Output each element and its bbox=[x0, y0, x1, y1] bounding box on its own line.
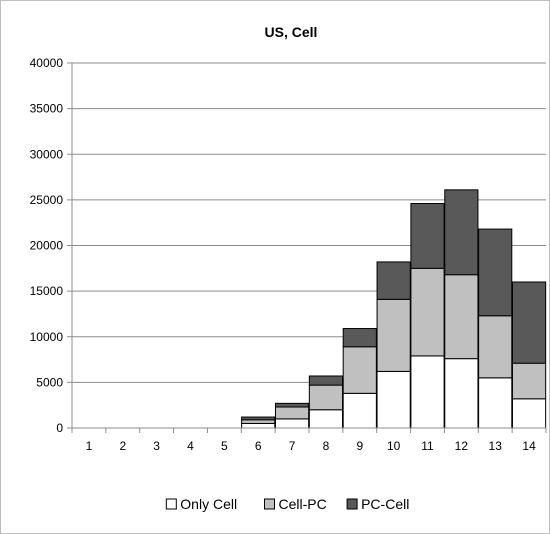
x-tick-label: 8 bbox=[323, 439, 330, 453]
bar-segment-only-cell bbox=[511, 398, 547, 429]
bar-segment-pc-cell bbox=[511, 281, 547, 364]
bar-segment-only-cell bbox=[444, 358, 479, 429]
bar-segment-pc-cell bbox=[410, 203, 445, 269]
bar-segment-cell-pc bbox=[376, 298, 411, 372]
x-tick-label: 10 bbox=[387, 439, 401, 453]
bar-segment-cell-pc bbox=[444, 274, 479, 360]
bar-segment-cell-pc bbox=[478, 315, 513, 379]
x-tick-label: 12 bbox=[455, 439, 469, 453]
y-tick-label: 35000 bbox=[30, 102, 64, 116]
bar-segment-only-cell bbox=[241, 422, 276, 429]
legend-swatch bbox=[165, 498, 177, 510]
y-tick-label: 10000 bbox=[30, 330, 64, 344]
x-tick-label: 3 bbox=[153, 439, 160, 453]
bar-segment-pc-cell bbox=[342, 328, 377, 348]
y-tick-label: 15000 bbox=[30, 284, 64, 298]
bar-segment-pc-cell bbox=[444, 189, 479, 276]
y-axis-ticks: 0 5000 10000 15000 20000 25000 30000 35000 40000 bbox=[30, 56, 72, 435]
bar-segment-pc-cell bbox=[478, 228, 513, 317]
bar-segment-only-cell bbox=[274, 418, 310, 429]
x-tick-label: 6 bbox=[255, 439, 262, 453]
gridlines bbox=[72, 62, 546, 383]
bar-segment-cell-pc bbox=[274, 406, 310, 420]
bar-segment-cell-pc bbox=[241, 419, 276, 424]
bar-segment-pc-cell bbox=[376, 261, 411, 300]
x-axis-ticks: 1 2 3 4 5 6 7 8 9 10 11 12 13 14 bbox=[71, 428, 547, 453]
bar-segment-cell-pc bbox=[308, 384, 344, 411]
x-tick-label: 5 bbox=[221, 439, 228, 453]
legend-swatch bbox=[346, 498, 358, 510]
legend-label: Only Cell bbox=[180, 496, 237, 512]
bar-segment-pc-cell bbox=[241, 416, 276, 421]
y-tick-label: 40000 bbox=[30, 56, 64, 70]
legend-swatch bbox=[264, 498, 275, 510]
chart-title: US, Cell bbox=[265, 24, 318, 40]
bar-segment-cell-pc bbox=[410, 267, 445, 357]
y-tick-label: 5000 bbox=[36, 375, 63, 389]
bar-segment-cell-pc bbox=[342, 346, 377, 394]
x-tick-label: 11 bbox=[421, 439, 434, 453]
bar-segment-pc-cell bbox=[274, 402, 310, 408]
y-tick-label: 0 bbox=[56, 421, 63, 435]
legend-label: PC-Cell bbox=[361, 496, 409, 512]
x-tick-label: 9 bbox=[356, 439, 363, 453]
legend: Only Cell Cell-PC PC-Cell bbox=[165, 496, 409, 512]
x-tick-label: 14 bbox=[522, 439, 536, 453]
bars bbox=[241, 189, 547, 429]
x-tick-label: 4 bbox=[187, 439, 194, 453]
x-tick-label: 1 bbox=[86, 439, 93, 453]
x-tick-label: 7 bbox=[289, 439, 296, 453]
bar-segment-pc-cell bbox=[308, 375, 344, 386]
legend-label: Cell-PC bbox=[279, 496, 327, 512]
y-tick-label: 25000 bbox=[30, 193, 64, 207]
x-tick-label: 2 bbox=[119, 439, 126, 453]
bar-segment-only-cell bbox=[410, 355, 445, 429]
bar-segment-only-cell bbox=[308, 409, 344, 429]
y-tick-label: 20000 bbox=[30, 239, 64, 253]
bar-segment-cell-pc bbox=[511, 362, 547, 400]
x-tick-label: 13 bbox=[489, 439, 503, 453]
bar-segment-only-cell bbox=[342, 392, 377, 429]
bar-segment-only-cell bbox=[376, 370, 411, 429]
y-tick-label: 30000 bbox=[30, 147, 64, 161]
bar-segment-only-cell bbox=[478, 377, 513, 429]
